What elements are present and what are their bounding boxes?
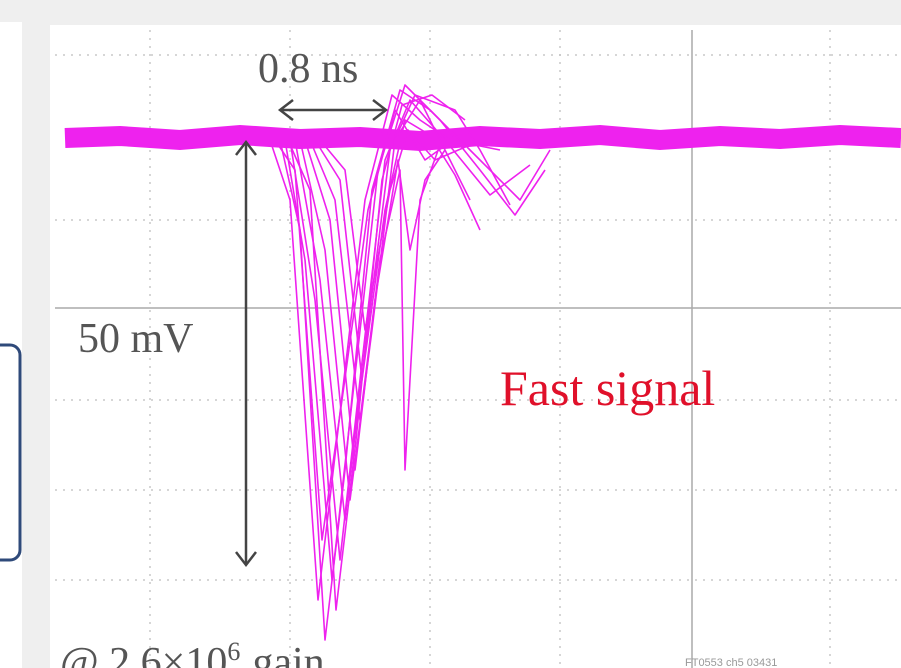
side-box [0,345,20,560]
page: {"annotations": {"time_scale": "0.8 ns",… [0,0,901,668]
gain-suffix: gain [252,640,324,668]
time-scale-label: 0.8 ns [258,46,358,92]
gain-prefix: @ 2.6×10 [60,640,227,668]
voltage-scale-label: 50 mV [78,316,194,362]
signal-label: Fast signal [500,360,715,416]
gain-exponent: 6 [227,637,240,666]
gain-label: @ 2.6×106 gain [60,637,325,668]
screenshot: 0.8 ns 50 mV Fast signal @ 2.6×106 gain F… [0,0,901,668]
baseline-band [65,135,901,141]
instrument-id: FT0553 ch5 03431 [685,657,777,668]
